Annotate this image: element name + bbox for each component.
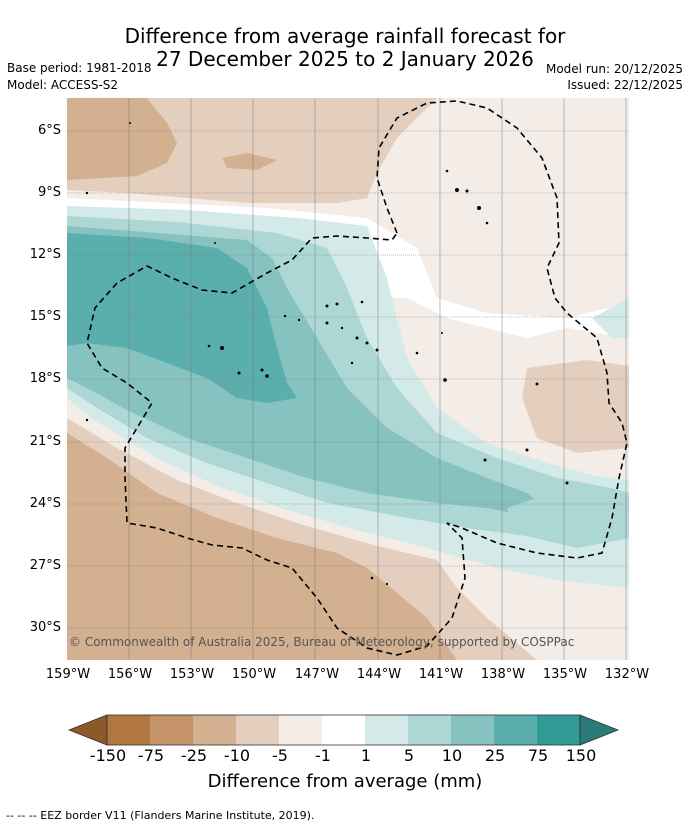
colorbar-tick: -75 [137, 746, 165, 765]
islands [85, 122, 569, 586]
colorbar-tick: -1 [315, 746, 331, 765]
colorbar-tick: -10 [223, 746, 251, 765]
colorbar-extend-high [579, 714, 620, 746]
colorbar-cell [236, 715, 279, 745]
zone-east-dry-2 [522, 360, 629, 453]
rainfall-map [67, 98, 629, 660]
zone-east-dry-1 [427, 348, 547, 398]
zone-sw-dry-2 [67, 433, 457, 660]
lon-label: 132°W [604, 667, 650, 682]
zone-north-dry-spot [222, 153, 277, 170]
zone-north-dry-strong [67, 98, 177, 180]
lat-label: 18°S [29, 371, 61, 386]
zone-wet-3 [67, 233, 297, 403]
zone-east-wet [592, 298, 629, 338]
colorbar-frame [106, 714, 581, 746]
colorbar-label: Difference from average (mm) [207, 771, 483, 792]
lon-label: 141°W [418, 667, 464, 682]
colorbar-tick: 150 [565, 746, 597, 765]
colorbar-cell [494, 715, 537, 745]
colorbar-tick: -5 [272, 746, 288, 765]
map-title-line2: 27 December 2025 to 2 January 2026 [156, 47, 534, 71]
colorbar-cell [451, 715, 494, 745]
zone-ne-light [397, 98, 629, 298]
colorbar-cell [537, 715, 580, 745]
zone-wet-2-spot [507, 498, 552, 526]
colorbar-tick: -150 [89, 746, 127, 765]
lon-label: 144°W [356, 667, 402, 682]
model-run-date: Model run: 20/12/2025 [545, 62, 683, 76]
lon-label: 153°W [169, 667, 215, 682]
colorbar-tick: -25 [180, 746, 208, 765]
lon-label: 135°W [542, 667, 588, 682]
eez-borders [86, 100, 628, 656]
colorbar-cell [365, 715, 408, 745]
lat-label: 30°S [29, 620, 61, 635]
lon-label: 156°W [107, 667, 153, 682]
colorbar-tick: 75 [527, 746, 549, 765]
colorbar-tick: 1 [360, 746, 372, 765]
base-period: Base period: 1981-2018 [7, 61, 152, 75]
eez-legend: -- -- -- EEZ border V11 (Flanders Marine… [6, 809, 315, 822]
colorbar-tick: 5 [403, 746, 415, 765]
lon-label: 150°W [231, 667, 277, 682]
lon-label: 159°W [45, 667, 91, 682]
lat-label: 6°S [37, 123, 61, 138]
lat-label: 24°S [29, 496, 61, 511]
lat-label: 21°S [29, 434, 61, 449]
gridlines [67, 98, 629, 660]
lat-label: 15°S [29, 309, 61, 324]
issued-date: Issued: 22/12/2025 [567, 78, 683, 92]
colorbar-cell [150, 715, 193, 745]
colorbar [68, 714, 620, 746]
lat-label: 12°S [29, 247, 61, 262]
colorbar-cell [322, 715, 365, 745]
colorbar-extend-low [68, 714, 108, 746]
lon-label: 138°W [480, 667, 526, 682]
colorbar-cell [107, 715, 150, 745]
copyright-notice: © Commonwealth of Australia 2025, Bureau… [69, 635, 575, 649]
colorbar-cell [193, 715, 236, 745]
lon-label: 147°W [294, 667, 340, 682]
colorbar-cell [408, 715, 451, 745]
colorbar-tick: 25 [484, 746, 506, 765]
lat-label: 9°S [37, 185, 61, 200]
lat-label: 27°S [29, 558, 61, 573]
model-name: Model: ACCESS-S2 [7, 78, 119, 92]
map-title-line1: Difference from average rainfall forecas… [124, 24, 566, 48]
colorbar-tick: 10 [441, 746, 463, 765]
colorbar-cell [279, 715, 322, 745]
eez-border-northeast [86, 100, 628, 656]
